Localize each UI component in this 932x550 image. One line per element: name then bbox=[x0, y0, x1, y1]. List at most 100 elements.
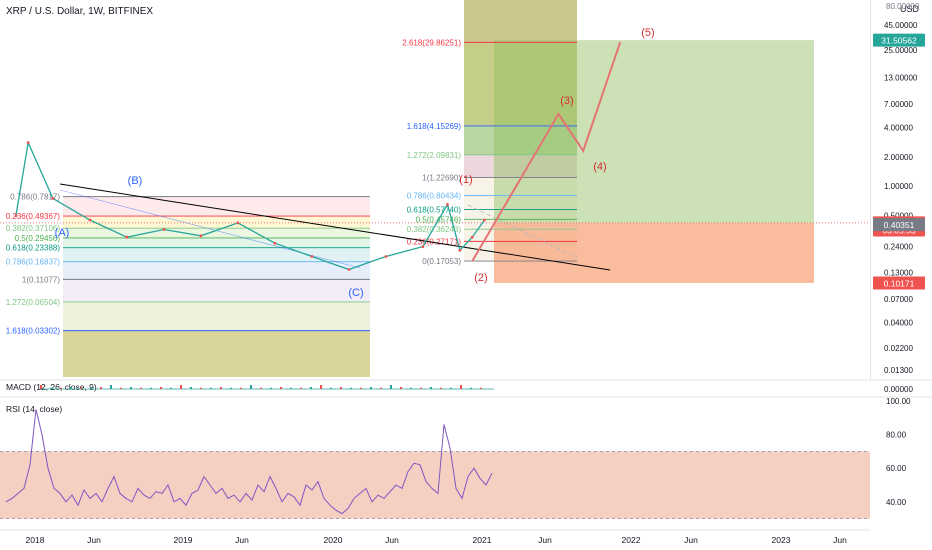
macd-bar bbox=[330, 387, 332, 389]
price-tick: 45.00000 bbox=[884, 21, 918, 30]
price-point bbox=[446, 203, 449, 206]
macd-bar bbox=[200, 387, 202, 389]
fib-left-label: 1.618(0.03302) bbox=[6, 327, 61, 336]
fib-left-zone bbox=[63, 196, 370, 217]
price-tick: 0.13000 bbox=[884, 269, 913, 278]
macd-bar bbox=[220, 387, 222, 389]
fib-left-label: 1.272(0.06504) bbox=[6, 298, 61, 307]
macd-bar bbox=[400, 387, 402, 389]
price-point bbox=[483, 218, 486, 222]
chart-title: XRP / U.S. Dollar, 1W, BITFINEX bbox=[6, 6, 153, 17]
fib-left-label: 0.786(0.7817) bbox=[10, 193, 60, 202]
price-point bbox=[310, 255, 314, 258]
time-tick: Jun bbox=[385, 535, 399, 545]
dashed-trend-line bbox=[467, 204, 579, 259]
fib-right-label: 0.786(0.80434) bbox=[407, 191, 462, 200]
price-tick: 13.00000 bbox=[884, 74, 918, 83]
rsi-label: RSI (14, close) bbox=[6, 404, 62, 414]
macd-bar bbox=[130, 387, 132, 389]
macd-bar bbox=[90, 387, 92, 389]
macd-bar bbox=[390, 385, 392, 389]
price-tick: 4.00000 bbox=[884, 123, 913, 132]
fib-right-zone-1272 bbox=[464, 154, 577, 178]
macd-bar bbox=[410, 387, 412, 389]
macd-bar bbox=[140, 387, 142, 389]
price-tick: 2.00000 bbox=[884, 153, 913, 162]
rsi-tick: 40.00 bbox=[886, 498, 907, 507]
macd-bar bbox=[190, 387, 192, 389]
time-tick: Jun bbox=[833, 535, 847, 545]
fib-left-lower-zone bbox=[63, 330, 370, 377]
fib-left-label: 1(0.11077) bbox=[22, 275, 60, 284]
wave-label-4: (4) bbox=[593, 161, 606, 173]
fib-right-label: 1(1.22690) bbox=[422, 174, 461, 183]
price-point bbox=[273, 241, 277, 245]
wave-label-B: (B) bbox=[128, 175, 143, 187]
macd-bar bbox=[120, 387, 122, 389]
price-badge-label: 0.10171 bbox=[884, 278, 915, 288]
macd-bar bbox=[50, 387, 52, 389]
wave-label-5: (5) bbox=[641, 27, 654, 39]
top-price-tick: 80.00000 bbox=[886, 2, 920, 11]
rsi-band bbox=[0, 451, 870, 519]
macd-bar bbox=[180, 385, 182, 389]
macd-bar bbox=[230, 387, 232, 389]
wave-label-C: (C) bbox=[348, 287, 363, 299]
wave-projection-path bbox=[471, 41, 622, 262]
price-badge bbox=[873, 276, 925, 290]
fib-left-zone bbox=[63, 279, 370, 302]
price-point bbox=[384, 255, 388, 258]
price-tick: 7.00000 bbox=[884, 100, 913, 109]
currency-label: USD bbox=[900, 4, 920, 14]
macd-bar bbox=[370, 387, 372, 389]
price-point bbox=[199, 234, 203, 238]
time-tick: 2023 bbox=[772, 535, 791, 545]
macd-bar bbox=[480, 387, 482, 389]
macd-bar bbox=[320, 385, 322, 389]
fib-left-label: 0.236(0.49367) bbox=[6, 212, 61, 221]
macd-bar bbox=[440, 387, 442, 389]
macd-bar bbox=[340, 387, 342, 389]
price-point bbox=[14, 214, 18, 218]
price-point bbox=[125, 235, 129, 239]
macd-bar bbox=[470, 387, 472, 389]
price-badge bbox=[873, 218, 925, 232]
price-point bbox=[162, 228, 166, 231]
fib-left-zone bbox=[63, 237, 370, 248]
macd-bar bbox=[60, 387, 62, 389]
macd-bar bbox=[280, 387, 282, 389]
fib-right-label: 2.618(29.86251) bbox=[402, 38, 461, 47]
fib-left-zone bbox=[63, 216, 370, 229]
macd-bar bbox=[80, 387, 82, 389]
fib-right-zone-2618 bbox=[464, 42, 577, 126]
macd-bar bbox=[310, 387, 312, 389]
fib-right-top-zone bbox=[464, 0, 577, 43]
macd-bar bbox=[420, 387, 422, 389]
macd-bar bbox=[380, 387, 382, 389]
macd-bar bbox=[290, 387, 292, 389]
channel-line bbox=[59, 189, 361, 269]
time-tick: Jun bbox=[87, 535, 101, 545]
fib-right-label: 0(0.17053) bbox=[422, 257, 461, 266]
time-tick: 2018 bbox=[26, 535, 45, 545]
wave-label-2: (2) bbox=[474, 272, 487, 284]
price-badge-label: 0.40351 bbox=[884, 220, 915, 230]
fib-right-label: 1.618(4.15269) bbox=[407, 122, 462, 131]
price-point bbox=[26, 141, 30, 145]
wave-label-1: (1) bbox=[459, 174, 472, 186]
price-tick: 0.24000 bbox=[884, 243, 913, 252]
macd-tick: 0.00000 bbox=[884, 385, 913, 394]
wave-label-3: (3) bbox=[560, 95, 573, 107]
fib-left-zone bbox=[63, 247, 370, 262]
macd-bar bbox=[260, 387, 262, 389]
price-badge-label: 31.50562 bbox=[881, 36, 917, 46]
macd-bar bbox=[160, 387, 162, 389]
wave-label-A: (A) bbox=[55, 227, 70, 239]
fib-left-zone bbox=[63, 261, 370, 280]
macd-bar bbox=[430, 387, 432, 389]
macd-bar bbox=[100, 387, 102, 389]
macd-bar bbox=[250, 385, 252, 389]
rsi-tick: 80.00 bbox=[886, 431, 907, 440]
fib-right-label: 1.272(2.09831) bbox=[407, 151, 462, 160]
